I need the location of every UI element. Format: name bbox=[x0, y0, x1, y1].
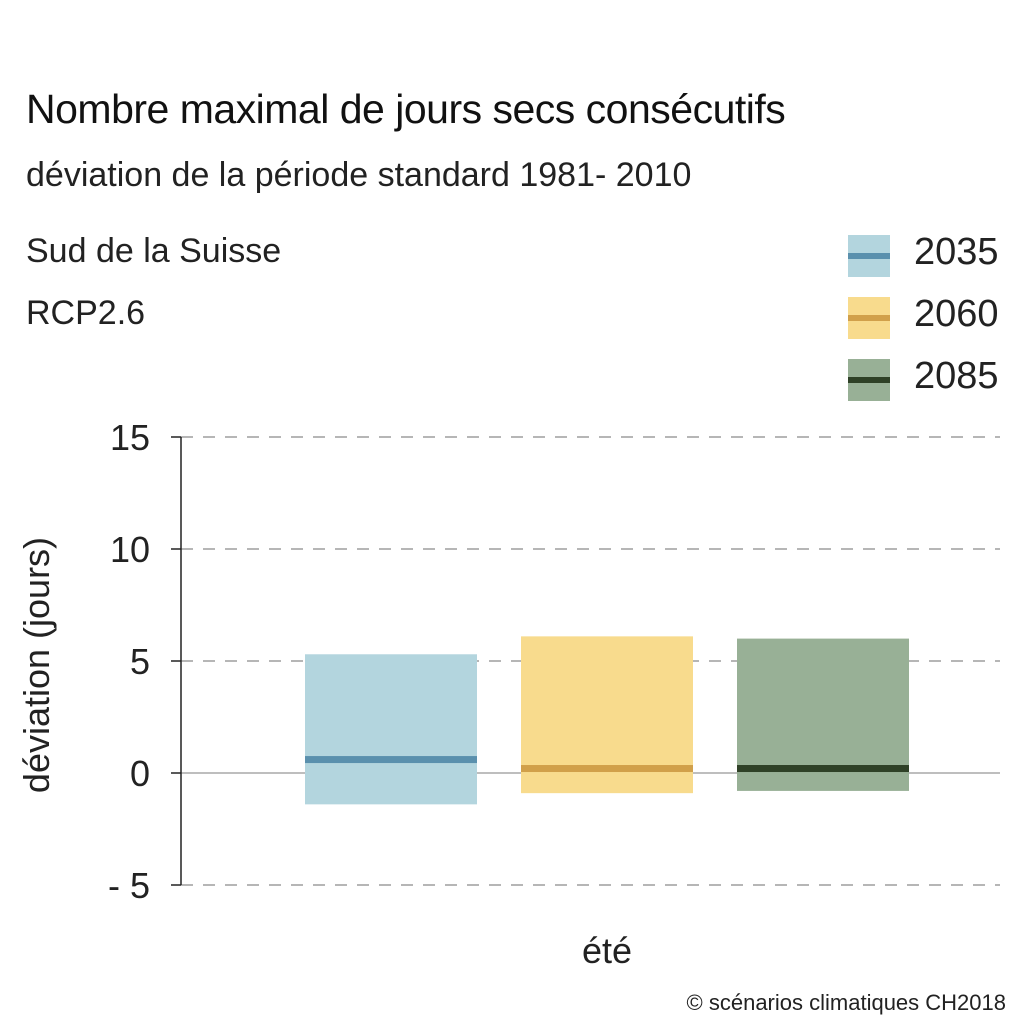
legend-label: 2060 bbox=[914, 293, 999, 335]
legend-swatch bbox=[848, 359, 890, 401]
y-tick-label: 0 bbox=[130, 753, 150, 794]
chart-title: Nombre maximal de jours secs consécutifs bbox=[26, 86, 786, 132]
y-tick-label: 5 bbox=[130, 641, 150, 682]
legend-swatch bbox=[848, 297, 890, 339]
chart-subtitle: déviation de la période standard 1981- 2… bbox=[26, 156, 692, 194]
bar-2035 bbox=[305, 654, 477, 805]
y-tick-label: 15 bbox=[110, 417, 150, 458]
legend-label: 2035 bbox=[914, 231, 999, 273]
median-line-2085 bbox=[737, 765, 909, 773]
median-line-2035 bbox=[305, 756, 477, 764]
legend-label: 2085 bbox=[914, 355, 999, 397]
y-tick-label: 10 bbox=[110, 529, 150, 570]
x-category-label: été bbox=[582, 930, 632, 971]
median-line-2060 bbox=[521, 765, 693, 773]
legend-swatch bbox=[848, 235, 890, 277]
region-label: Sud de la Suisse bbox=[26, 232, 282, 270]
scenario-label: RCP2.6 bbox=[26, 294, 146, 332]
y-axis-label: déviation (jours) bbox=[16, 537, 57, 793]
y-tick-label: - 5 bbox=[108, 865, 150, 906]
copyright-notice: © scénarios climatiques CH2018 bbox=[686, 990, 1006, 1015]
